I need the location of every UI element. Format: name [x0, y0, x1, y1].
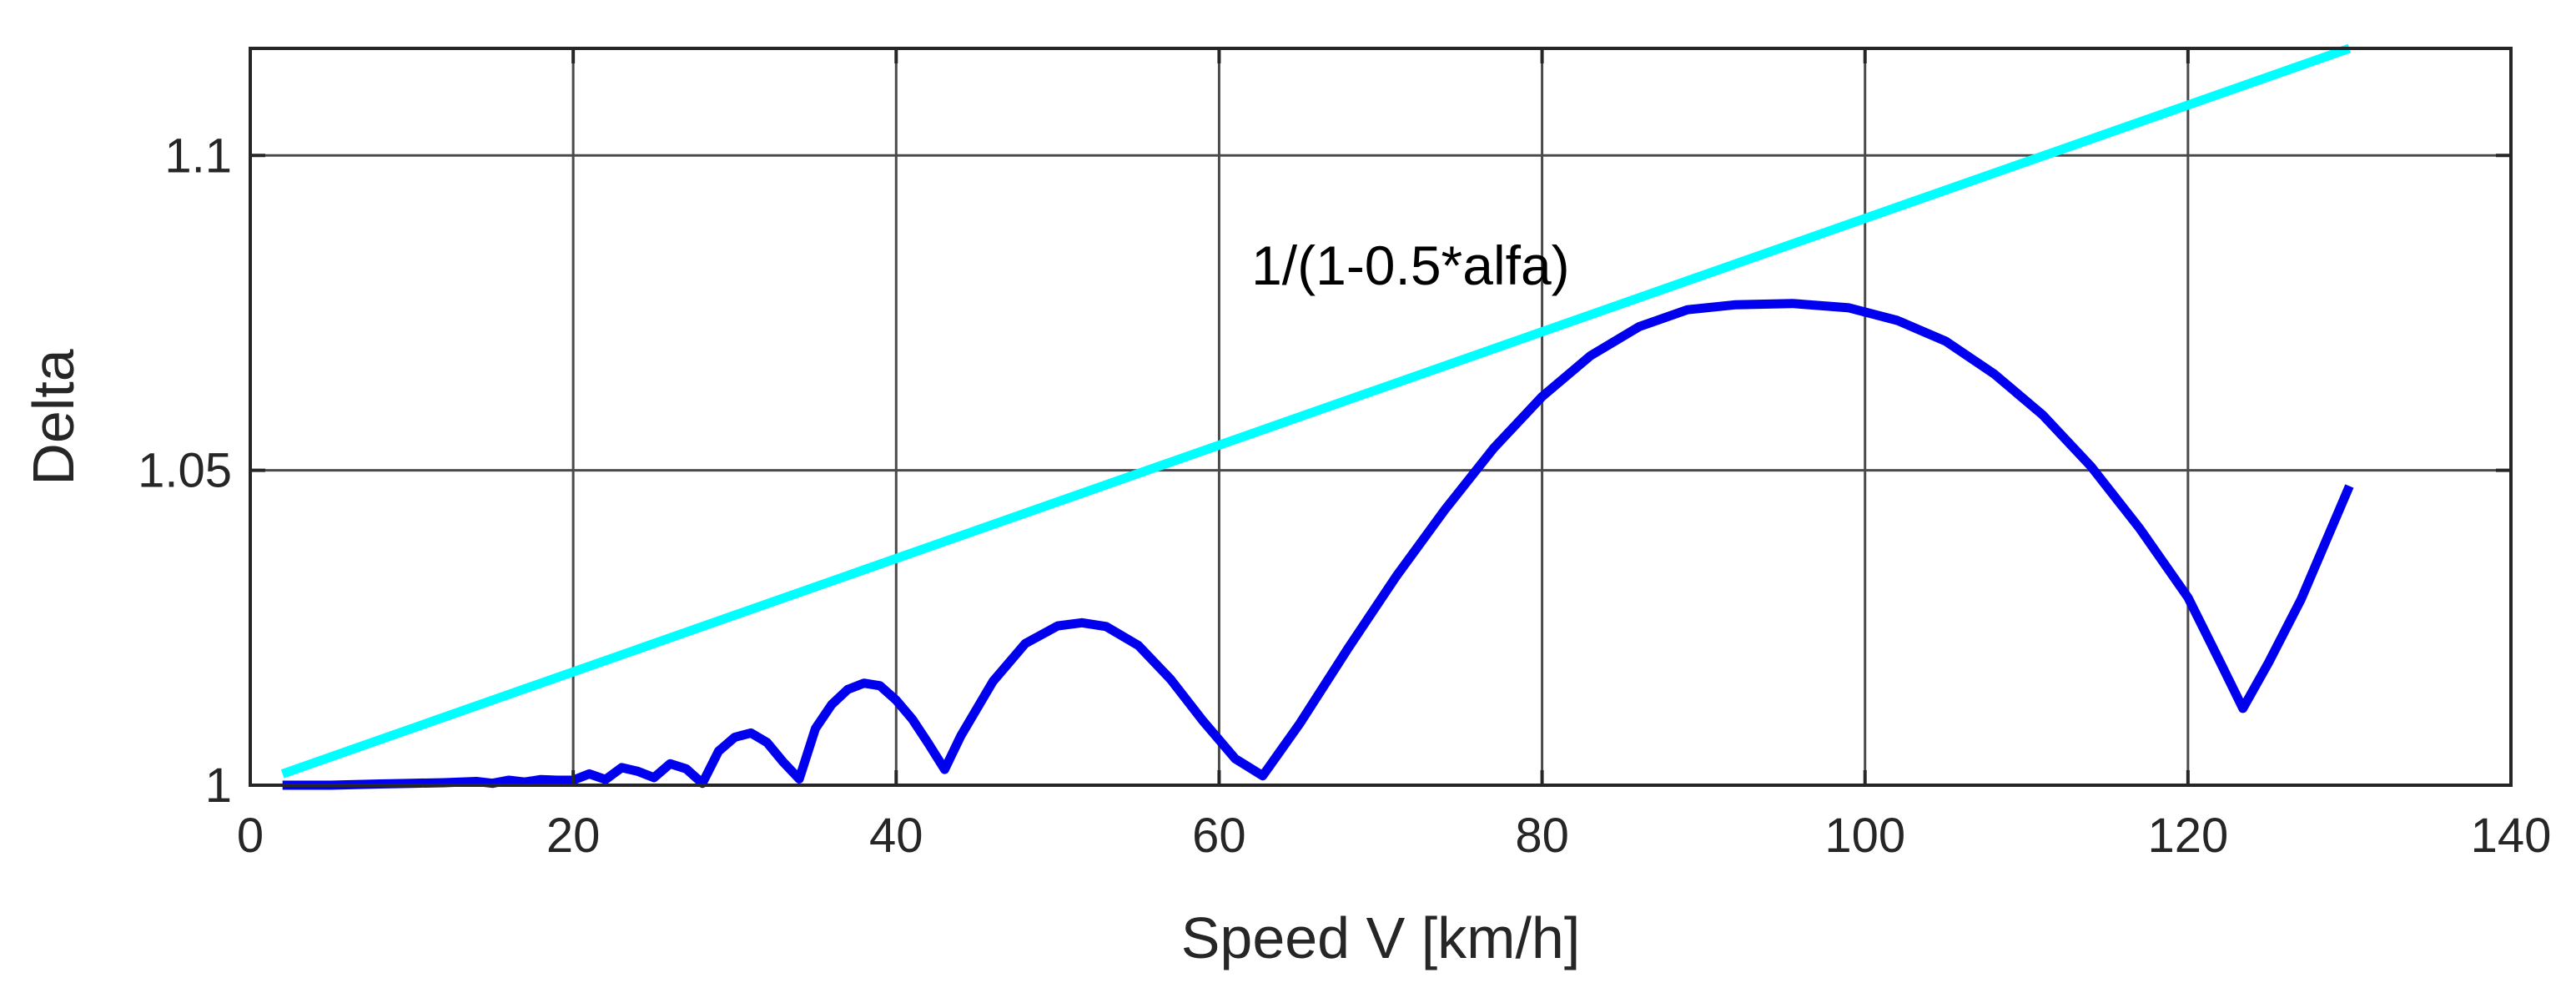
y-tick-label: 1 [205, 759, 232, 813]
x-tick-label: 60 [1192, 809, 1246, 863]
y-axis-title: Delta [21, 349, 86, 485]
x-tick-label: 0 [237, 809, 264, 863]
x-tick-label: 140 [2471, 809, 2552, 863]
x-tick-label: 120 [2147, 809, 2228, 863]
grid-lines [250, 48, 2511, 785]
y-tick-label: 1.05 [138, 444, 232, 498]
x-axis-title: Speed V [km/h] [1181, 905, 1581, 970]
x-tick-label: 80 [1515, 809, 1569, 863]
tick-labels: 0 20 40 60 80 100 120 140 1 1.05 1.1 [138, 129, 2551, 863]
delta-curve-line [282, 299, 2354, 790]
axis-ticks [249, 48, 2513, 787]
x-tick-label: 100 [1824, 809, 1905, 863]
reference-curve-line [280, 43, 2352, 779]
plot-series [280, 43, 2354, 790]
axes-frame [249, 47, 2513, 787]
x-tick-label: 40 [869, 809, 923, 863]
y-tick-label: 1.1 [164, 129, 232, 183]
curve-annotation: 1/(1-0.5*alfa) [1251, 234, 1570, 296]
x-tick-label: 20 [546, 809, 601, 863]
